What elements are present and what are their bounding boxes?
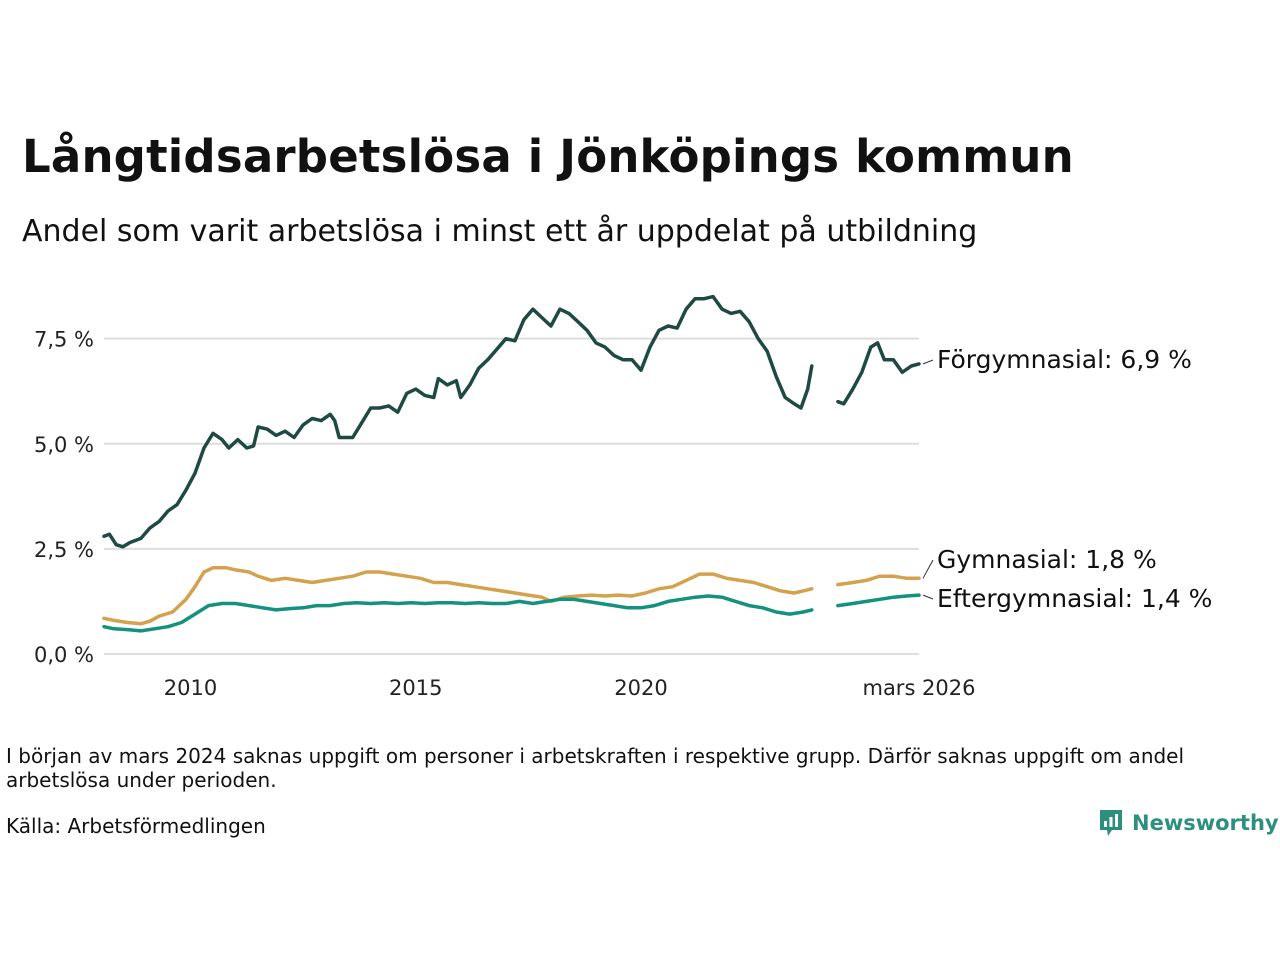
series-line-eftergymnasial — [102, 594, 814, 633]
source-text: Källa: Arbetsförmedlingen — [6, 814, 266, 838]
label-leader — [922, 359, 934, 365]
series-label-förgymnasial: Förgymnasial: 6,9 % — [937, 345, 1192, 374]
series-label-eftergymnasial: Eftergymnasial: 1,4 % — [937, 584, 1212, 613]
y-axis: 0,0 % 2,5 % 5,0 % 7,5 % — [34, 328, 94, 667]
y-tick-label: 7,5 % — [34, 328, 94, 352]
series-line-eftergymnasial — [836, 593, 921, 608]
y-tick-label: 2,5 % — [34, 538, 94, 562]
series-label-gymnasial: Gymnasial: 1,8 % — [937, 545, 1157, 574]
chart-subtitle: Andel som varit arbetslösa i minst ett å… — [22, 214, 978, 249]
label-leader — [922, 559, 934, 579]
x-tick-label: 2010 — [164, 676, 217, 700]
label-leader — [922, 594, 934, 600]
newsworthy-logo[interactable]: Newsworthy — [1098, 808, 1279, 838]
series-line-gymnasial — [836, 574, 921, 587]
x-axis: 2010 2015 2020 mars 2026 — [164, 676, 976, 700]
y-tick-label: 5,0 % — [34, 433, 94, 457]
chart-title: Långtidsarbetslösa i Jönköpings kommun — [22, 130, 1074, 183]
series-line-förgymnasial — [102, 294, 814, 549]
y-tick-label: 0,0 % — [34, 643, 94, 667]
chart-note: I början av mars 2024 saknas uppgift om … — [6, 744, 1185, 792]
series-line-gymnasial — [102, 566, 814, 626]
bar-chart-icon — [1100, 810, 1122, 836]
x-tick-label: 2015 — [389, 676, 442, 700]
grid-layer — [104, 337, 919, 655]
x-tick-label: mars 2026 — [862, 676, 975, 700]
brand-name: Newsworthy — [1132, 811, 1279, 835]
line-chart: 0,0 % 2,5 % 5,0 % 7,5 % 2010 2015 2020 mars 20… — [34, 294, 1212, 700]
series-layer — [102, 294, 921, 633]
series-labels: Förgymnasial: 6,9 % Gymnasial: 1,8 % Efter… — [922, 345, 1212, 613]
x-tick-label: 2020 — [614, 676, 667, 700]
series-line-förgymnasial — [836, 341, 921, 406]
